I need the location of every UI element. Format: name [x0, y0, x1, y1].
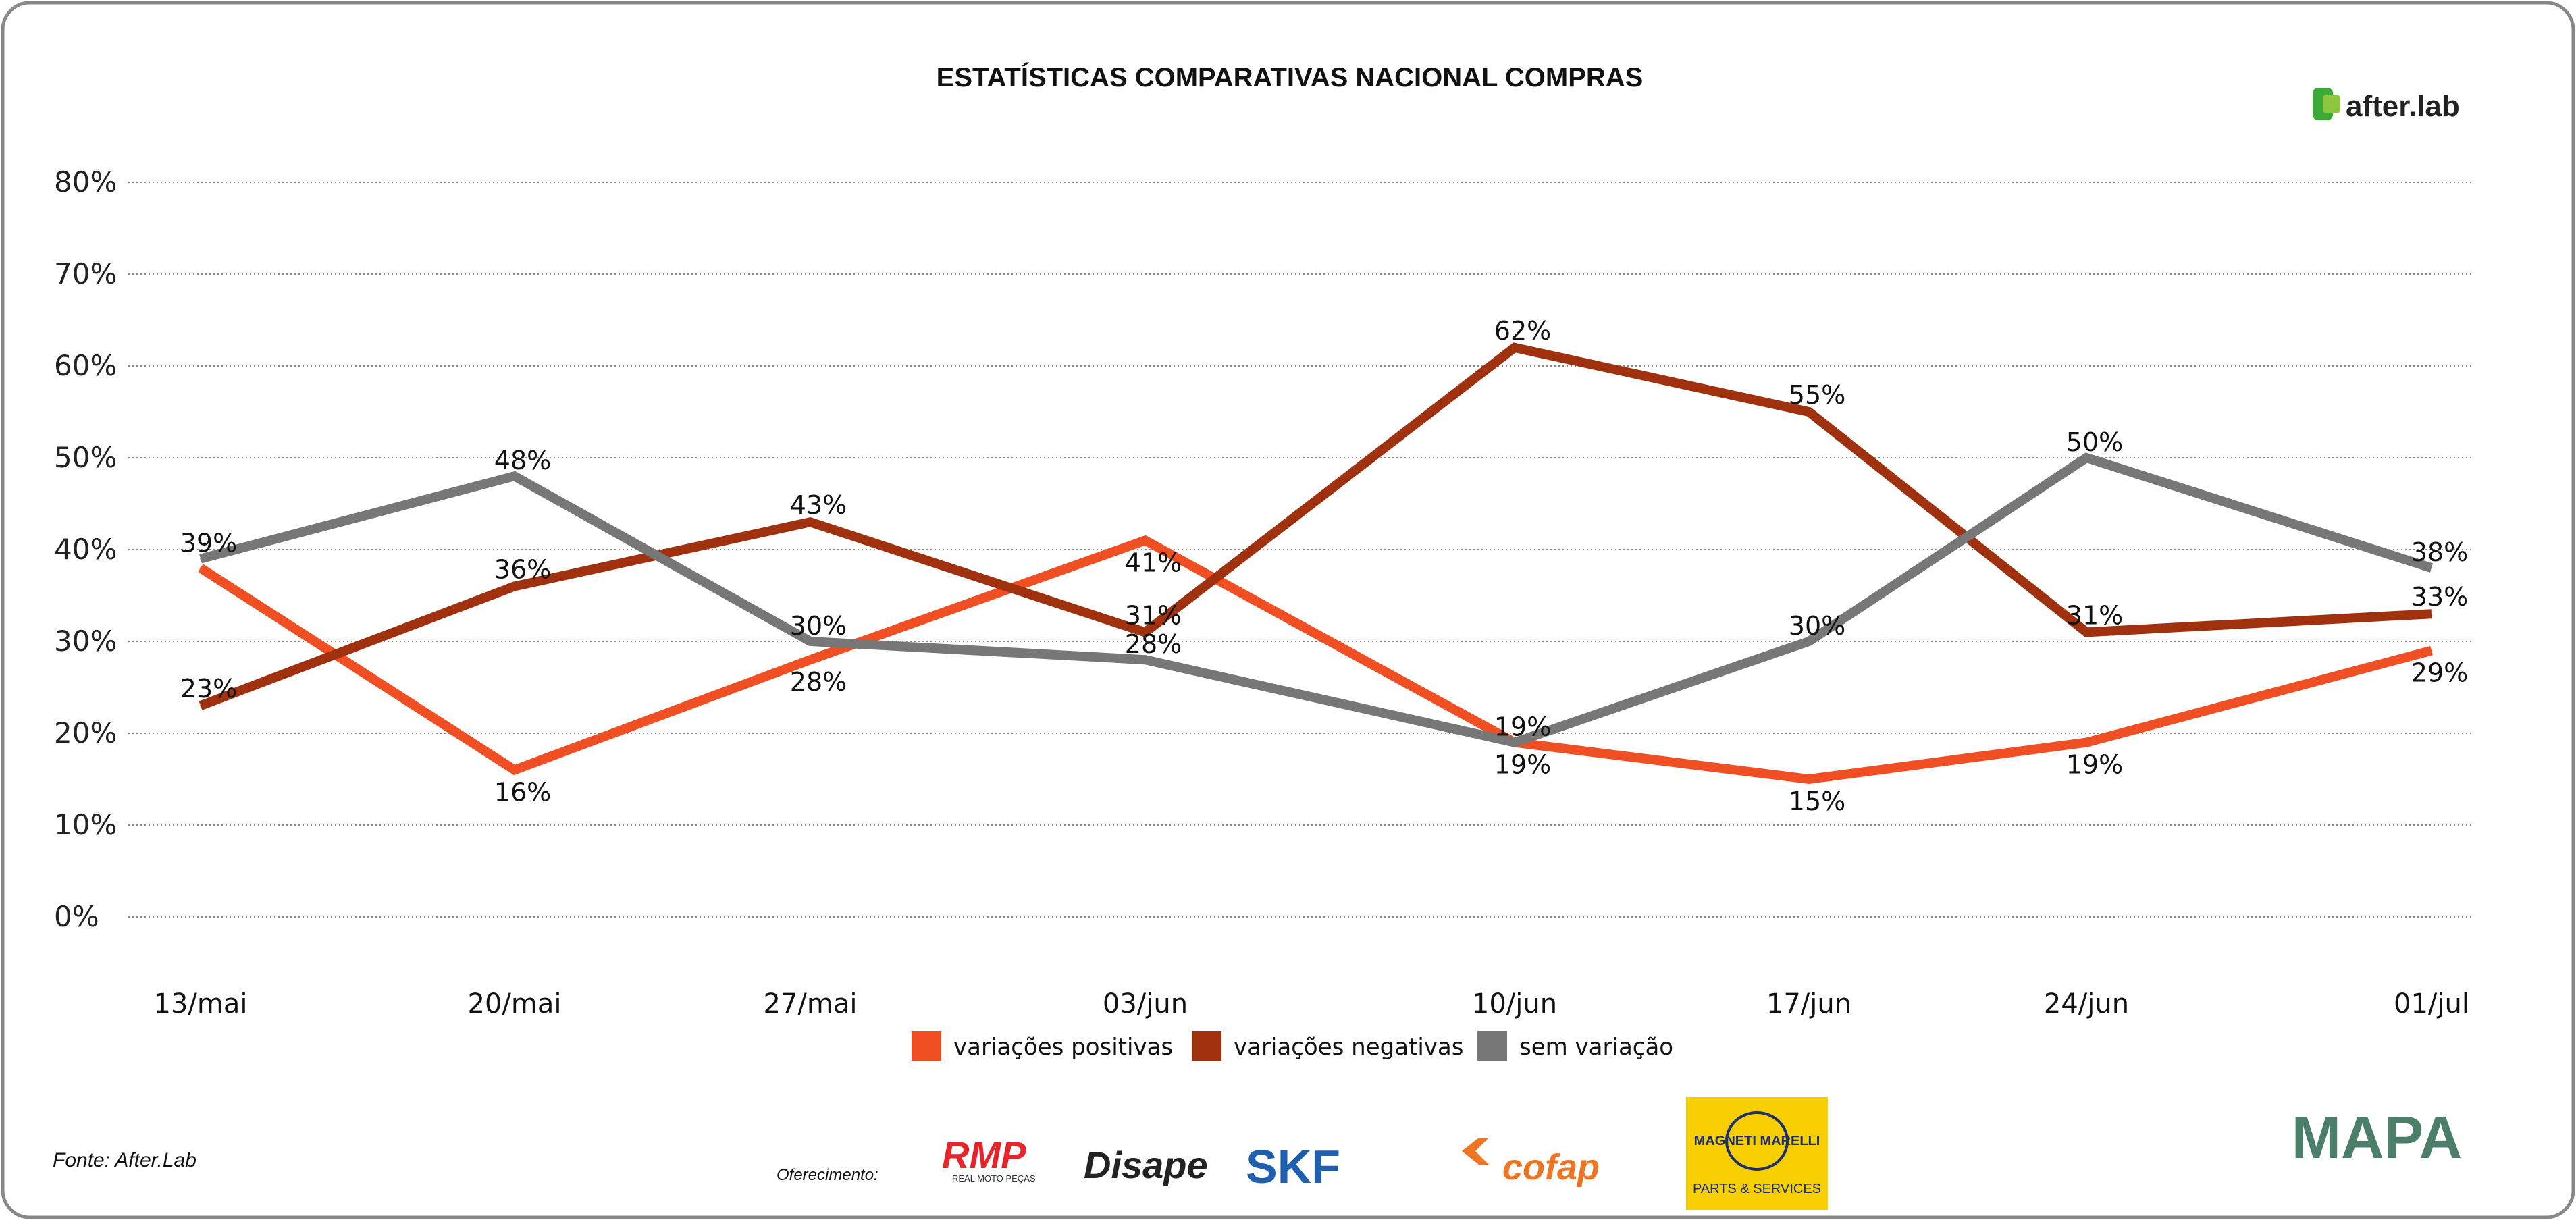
- x-tick-label: 17/jun: [1766, 988, 1851, 1019]
- source-note: Fonte: After.Lab: [53, 1149, 196, 1171]
- series-line-1: [199, 342, 2432, 710]
- data-label: 23%: [180, 674, 237, 704]
- data-label: 19%: [1494, 712, 1551, 742]
- data-point: [514, 475, 515, 477]
- data-label: 28%: [1125, 629, 1182, 659]
- data-point: [514, 585, 515, 587]
- after-lab-logo: after.lab: [2313, 88, 2460, 123]
- data-point: [810, 659, 811, 661]
- data-label: 31%: [2066, 600, 2123, 630]
- y-tick-label: 20%: [54, 716, 117, 749]
- data-label: 15%: [1789, 787, 1845, 816]
- data-point: [1145, 539, 1146, 541]
- data-point: [1808, 641, 1810, 642]
- legend-label: variações negativas: [1234, 1034, 1463, 1061]
- legend-label: variações positivas: [953, 1034, 1173, 1061]
- after-lab-logo-mark-inner: [2323, 95, 2340, 113]
- rmp-logo: RMP: [942, 1134, 1026, 1176]
- after-lab-brand: after.lab: [2346, 90, 2460, 123]
- magneti-marelli-emblem: [1725, 1111, 1789, 1171]
- data-point: [2431, 567, 2432, 569]
- sponsors-label: Oferecimento:: [777, 1166, 878, 1184]
- data-point: [200, 567, 201, 569]
- legend-swatch: [1477, 1031, 1507, 1061]
- x-tick-label: 24/jun: [2044, 988, 2129, 1019]
- mapa-logo: MAPA: [2292, 1104, 2463, 1171]
- data-label: 19%: [1494, 750, 1551, 780]
- data-point: [514, 769, 515, 771]
- y-tick-label: 0%: [54, 900, 99, 933]
- cofap-icon: [1462, 1138, 1489, 1165]
- magneti-marelli-tagline: PARTS & SERVICES: [1693, 1182, 1821, 1196]
- data-label: 16%: [494, 777, 551, 807]
- data-label: 30%: [790, 611, 847, 641]
- data-label: 39%: [180, 529, 237, 558]
- series-line-2: [199, 452, 2434, 747]
- y-tick-label: 70%: [54, 257, 117, 290]
- skf-logo: SKF: [1246, 1140, 1340, 1193]
- data-point: [2431, 649, 2432, 652]
- disape-logo: Disape: [1084, 1144, 1208, 1186]
- chart-title: ESTATÍSTICAS COMPARATIVAS NACIONAL COMPR…: [937, 62, 1644, 92]
- data-label: 50%: [2066, 427, 2123, 457]
- data-label: 29%: [2411, 658, 2468, 688]
- data-labels: 16% 28% 41% 19% 15% 19% 29% 23% 36% 43% 31% 62% 55% 3…: [180, 316, 2468, 816]
- y-axis: 0% 10% 20% 30% 40% 50% 60% 70% 80%: [54, 165, 117, 933]
- y-tick-label: 50%: [54, 441, 117, 474]
- x-tick-label: 10/jun: [1472, 988, 1557, 1019]
- data-label: 48%: [494, 446, 551, 475]
- x-tick-label: 13/mai: [154, 988, 248, 1019]
- series-lines: [198, 342, 2434, 785]
- x-tick-label: 03/jun: [1103, 988, 1188, 1019]
- data-point: [200, 558, 201, 560]
- y-tick-label: 10%: [54, 808, 117, 841]
- magneti-marelli-logo: [1686, 1097, 1828, 1210]
- series-line-0: [198, 535, 2433, 785]
- data-label: 41%: [1125, 548, 1182, 577]
- data-point: [1808, 778, 1810, 780]
- legend-label: sem variação: [1519, 1034, 1673, 1061]
- y-tick-label: 80%: [54, 165, 117, 198]
- data-label: 36%: [494, 554, 551, 584]
- data-label: 19%: [2066, 750, 2123, 780]
- x-axis: 13/mai 20/mai 27/mai 03/jun 10/jun 17/jun 24/j…: [154, 988, 2469, 1019]
- data-point: [2431, 613, 2432, 615]
- x-tick-label: 20/mai: [468, 988, 562, 1019]
- y-tick-label: 60%: [54, 349, 117, 382]
- data-point: [1145, 631, 1146, 633]
- x-tick-label: 01/jul: [2394, 988, 2469, 1019]
- data-label: 43%: [790, 490, 847, 520]
- rmp-tagline: REAL MOTO PEÇAS: [952, 1173, 1036, 1184]
- legend-swatch: [912, 1031, 941, 1061]
- cofap-logo: cofap: [1502, 1147, 1600, 1188]
- data-label: 28%: [790, 667, 847, 697]
- data-label: 38%: [2411, 537, 2468, 567]
- data-label: 33%: [2411, 582, 2468, 612]
- y-tick-label: 40%: [54, 533, 117, 566]
- data-label: 31%: [1125, 600, 1182, 630]
- data-label: 30%: [1789, 611, 1845, 641]
- data-point: [200, 705, 201, 707]
- data-point: [1808, 411, 1810, 413]
- legend: variações positivas variações negativas se…: [912, 1031, 1673, 1061]
- data-point: [810, 641, 811, 642]
- data-point: [1514, 741, 1515, 743]
- legend-swatch: [1192, 1031, 1221, 1061]
- data-point: [2086, 457, 2087, 458]
- data-point: [1145, 659, 1146, 661]
- sponsor-logos: RMP REAL MOTO PEÇAS Disape SKF cofap MAG…: [942, 1097, 1828, 1210]
- x-tick-label: 27/mai: [764, 988, 858, 1019]
- data-point: [1514, 346, 1515, 348]
- y-tick-label: 30%: [54, 625, 117, 658]
- data-label: 62%: [1494, 316, 1551, 346]
- data-point: [2086, 631, 2087, 633]
- data-point: [810, 521, 811, 523]
- magneti-marelli-name: MAGNETI MARELLI: [1694, 1134, 1820, 1148]
- data-label: 55%: [1789, 380, 1845, 410]
- data-point: [2086, 741, 2087, 743]
